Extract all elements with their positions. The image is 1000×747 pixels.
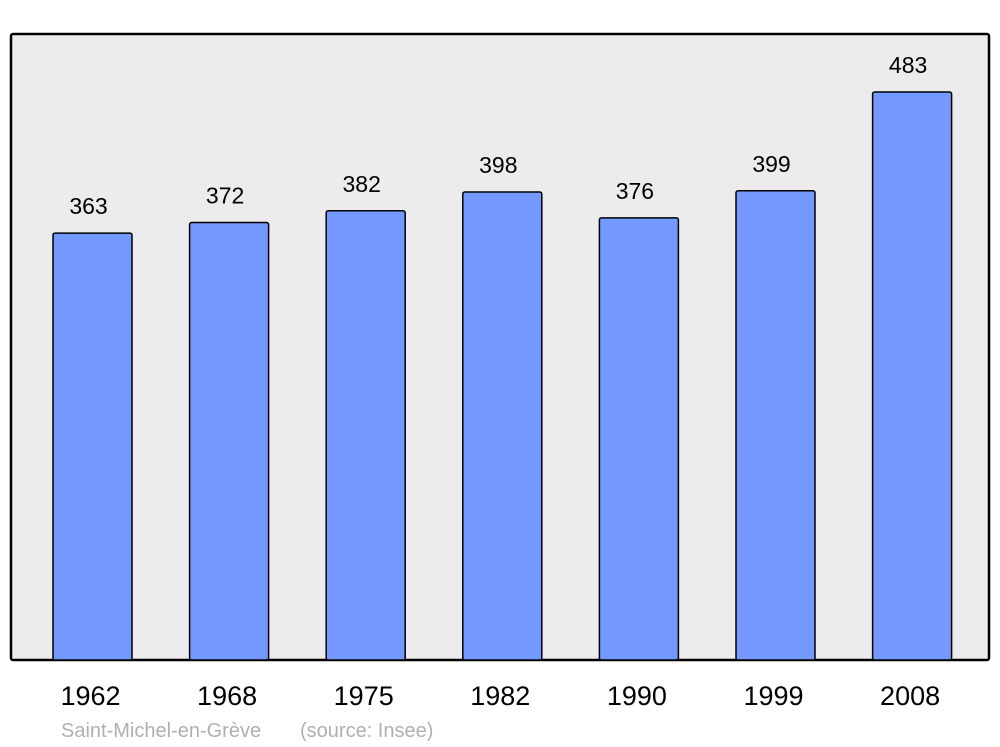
bar-1990 <box>598 217 680 661</box>
x-tick-label: 1982 <box>470 681 530 711</box>
bar-1982 <box>462 191 543 661</box>
data-label-1962: 363 <box>69 193 107 219</box>
data-label-1982: 398 <box>479 152 517 178</box>
x-tick-label: 1962 <box>60 681 120 711</box>
bar-1999 <box>735 190 816 661</box>
footer-source: (source: Insee) <box>300 720 433 742</box>
data-label-1975: 382 <box>343 171 381 197</box>
x-tick-label: 1990 <box>607 681 667 711</box>
bar-1975 <box>325 210 406 661</box>
data-label-1968: 372 <box>206 183 244 209</box>
data-label-1990: 376 <box>616 178 654 204</box>
x-tick-label: 2008 <box>880 681 940 711</box>
footer-place: Saint-Michel-en-Grève <box>61 720 261 742</box>
data-label-1999: 399 <box>752 151 790 177</box>
x-tick-label: 1975 <box>334 681 394 711</box>
bar-1962 <box>52 232 133 661</box>
x-tick-label: 1968 <box>197 681 257 711</box>
bar-1968 <box>188 221 270 661</box>
data-label-2008: 483 <box>889 52 927 78</box>
x-tick-label: 1999 <box>743 681 803 711</box>
bar-2008 <box>871 91 953 661</box>
